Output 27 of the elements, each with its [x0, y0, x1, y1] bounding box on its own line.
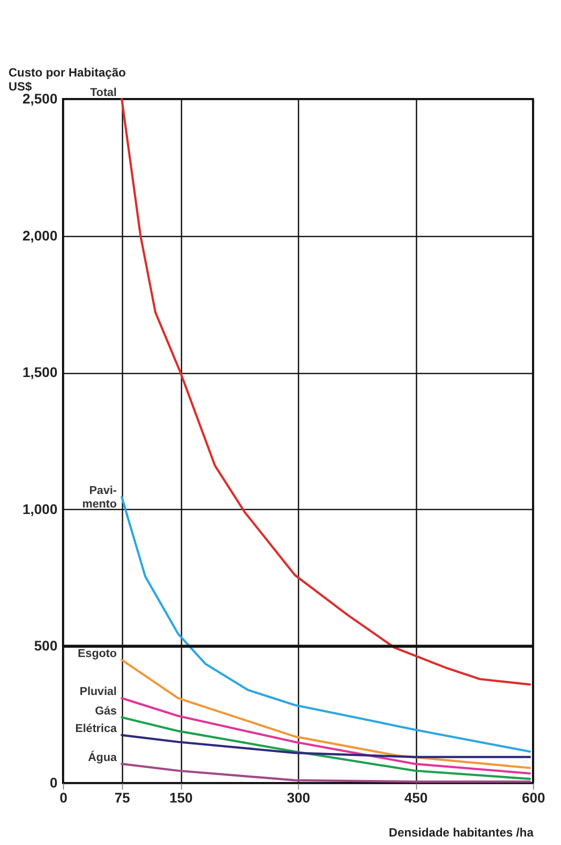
x-tick-label: 150: [169, 790, 193, 806]
y-tick-label: 0: [50, 774, 58, 790]
series-label: Água: [88, 750, 118, 764]
series-label: Pavi- mento: [82, 485, 117, 511]
x-tick-label: 75: [114, 790, 130, 806]
y-tick-label: 500: [34, 638, 58, 654]
line-series: [120, 697, 531, 775]
y-tick-label: 2,000: [22, 227, 58, 244]
series-label: Total: [90, 87, 117, 99]
line-series: [120, 496, 531, 753]
series-label: Gás: [95, 705, 117, 718]
x-tick-label: 450: [404, 790, 428, 806]
line-series: [120, 762, 531, 783]
x-tick-label: 300: [286, 790, 310, 806]
series-label: Pluvial: [80, 686, 117, 698]
x-axis-title: Densidade habitantes /ha: [388, 826, 534, 840]
line-series: [120, 716, 531, 780]
x-tick-label: 600: [522, 790, 546, 806]
line-series: [120, 734, 531, 758]
y-tick-label: 1,000: [22, 500, 58, 517]
series-label: Elétrica: [75, 723, 118, 736]
y-tick-label: 2,500: [22, 90, 58, 106]
y-tick-label: 1,500: [22, 364, 58, 380]
line-series: [120, 98, 531, 686]
x-tick-label: 0: [60, 790, 68, 806]
series-label: Esgoto: [78, 648, 117, 660]
line-series: [120, 658, 531, 770]
